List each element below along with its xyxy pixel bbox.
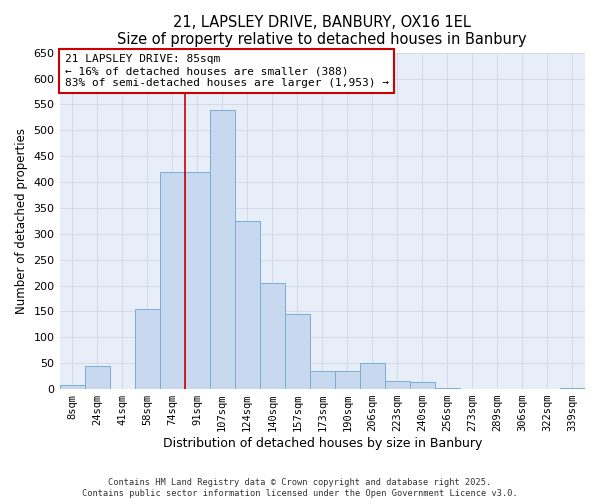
Bar — [209, 110, 235, 389]
Bar — [134, 309, 160, 389]
Bar — [385, 382, 410, 389]
Bar — [310, 371, 335, 389]
Bar — [560, 388, 585, 389]
Bar — [260, 283, 285, 389]
Bar — [285, 314, 310, 389]
Bar — [435, 388, 460, 389]
Bar — [59, 385, 85, 389]
Bar — [235, 221, 260, 389]
Bar — [85, 366, 110, 389]
Text: Contains HM Land Registry data © Crown copyright and database right 2025.
Contai: Contains HM Land Registry data © Crown c… — [82, 478, 518, 498]
Bar — [160, 172, 185, 389]
Bar — [360, 363, 385, 389]
Title: 21, LAPSLEY DRIVE, BANBURY, OX16 1EL
Size of property relative to detached house: 21, LAPSLEY DRIVE, BANBURY, OX16 1EL Siz… — [118, 15, 527, 48]
Text: 21 LAPSLEY DRIVE: 85sqm
← 16% of detached houses are smaller (388)
83% of semi-d: 21 LAPSLEY DRIVE: 85sqm ← 16% of detache… — [65, 54, 389, 88]
Bar — [410, 382, 435, 389]
Bar — [335, 371, 360, 389]
Bar — [185, 172, 209, 389]
Y-axis label: Number of detached properties: Number of detached properties — [15, 128, 28, 314]
X-axis label: Distribution of detached houses by size in Banbury: Distribution of detached houses by size … — [163, 437, 482, 450]
